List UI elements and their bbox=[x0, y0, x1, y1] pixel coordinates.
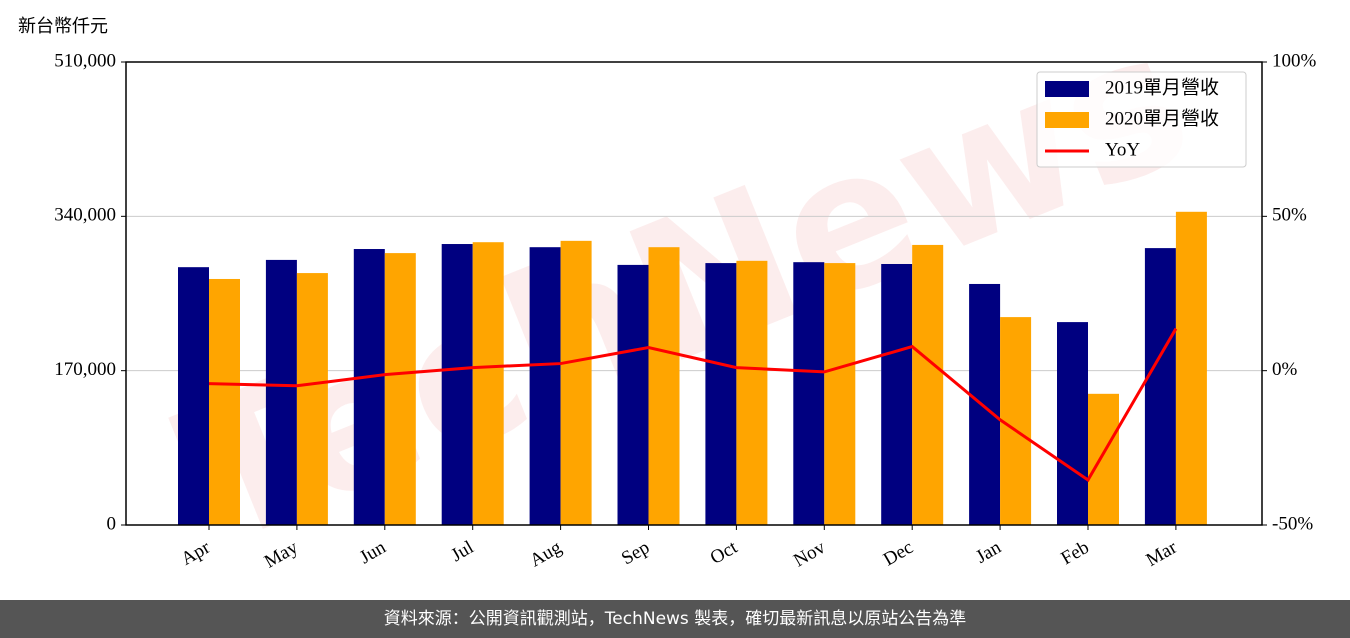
x-tick-label: Apr bbox=[178, 537, 215, 570]
legend-label: 2019單月營收 bbox=[1105, 76, 1219, 98]
bar bbox=[648, 247, 680, 525]
legend-swatch bbox=[1045, 81, 1089, 97]
y-tick-label: 510,000 bbox=[54, 50, 116, 71]
line-series bbox=[208, 327, 1178, 483]
x-tick-label: Oct bbox=[707, 537, 742, 569]
bar bbox=[265, 259, 297, 525]
footer: 資料來源：公開資訊觀測站，TechNews 製表，確切最新訊息以原站公告為準 bbox=[0, 600, 1350, 638]
bar bbox=[1000, 317, 1032, 525]
bar bbox=[824, 263, 856, 525]
bar bbox=[617, 264, 649, 525]
bar bbox=[560, 240, 592, 525]
x-tick-label: Jan bbox=[972, 537, 1005, 568]
y-tick-label: 0 bbox=[107, 513, 117, 534]
legend-label: YoY bbox=[1105, 139, 1140, 160]
y2-tick-label: -50% bbox=[1272, 513, 1313, 534]
x-tick-label: Aug bbox=[526, 537, 565, 572]
legend-box bbox=[1036, 71, 1247, 168]
bar bbox=[1057, 322, 1088, 525]
x-tick-label: Feb bbox=[1057, 537, 1092, 569]
plot-frame bbox=[125, 61, 1263, 526]
bar bbox=[1144, 248, 1176, 525]
bar bbox=[353, 249, 385, 525]
chart: TechNews 新台幣仟元 0170,000340,000510,000-50… bbox=[18, 0, 1317, 588]
bar bbox=[1088, 393, 1119, 525]
bar bbox=[736, 260, 768, 525]
x-tick-label: Dec bbox=[880, 537, 917, 570]
y2-tick-label: 0% bbox=[1272, 359, 1298, 380]
x-tick-label: Jun bbox=[356, 537, 390, 569]
bar bbox=[705, 263, 737, 525]
legend-swatch bbox=[1045, 112, 1089, 128]
y2-tick-label: 50% bbox=[1272, 205, 1307, 226]
bar bbox=[441, 244, 473, 525]
y-tick-label: 170,000 bbox=[54, 359, 116, 380]
unit-label: 新台幣仟元 bbox=[18, 16, 108, 37]
bar bbox=[912, 244, 944, 525]
y-tick-label: 340,000 bbox=[54, 205, 116, 226]
x-tick-label: Sep bbox=[618, 537, 653, 569]
x-tick-label: Mar bbox=[1143, 537, 1181, 571]
bar bbox=[472, 242, 504, 526]
bar bbox=[296, 273, 328, 525]
bar bbox=[969, 283, 1001, 525]
x-tick-label: Jul bbox=[448, 537, 478, 566]
bar bbox=[881, 263, 913, 525]
bar bbox=[178, 267, 209, 525]
x-tick-label: Nov bbox=[790, 537, 829, 572]
bar bbox=[529, 247, 561, 525]
bar bbox=[209, 278, 240, 525]
legend-label: 2020單月營收 bbox=[1105, 107, 1219, 129]
y2-tick-label: 100% bbox=[1272, 50, 1317, 71]
bar bbox=[384, 253, 416, 525]
bar bbox=[1175, 211, 1207, 525]
bar bbox=[793, 262, 825, 525]
